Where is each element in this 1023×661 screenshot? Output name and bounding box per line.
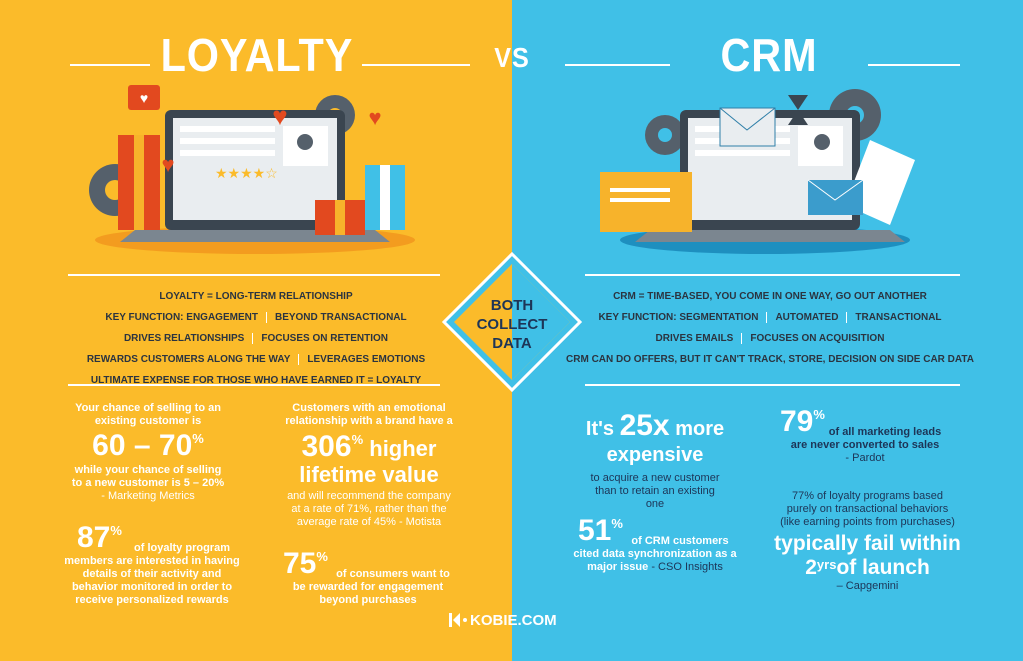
svg-text:♥: ♥ — [140, 90, 148, 106]
logo — [449, 613, 467, 627]
crm-features: CRM = TIME-BASED, YOU COME IN ONE WAY, G… — [550, 286, 990, 370]
feature-line: DRIVES RELATIONSHIPS FOCUSES ON RETENTION — [40, 328, 472, 349]
stat-headline: more expensive — [606, 418, 725, 466]
feature: FOCUSES ON RETENTION — [252, 333, 397, 344]
feature-line: CRM = TIME-BASED, YOU COME IN ONE WAY, G… — [550, 286, 990, 307]
center-line: BOTH — [490, 297, 534, 314]
feature-line: LOYALTY = LONG-TERM RELATIONSHIP — [40, 286, 472, 307]
feature: REWARDS CUSTOMERS ALONG THE WAY — [86, 354, 291, 365]
svg-text:♥: ♥ — [161, 152, 174, 177]
feature: DRIVES RELATIONSHIPS — [123, 333, 245, 344]
footer-site: KOBIE.COM — [470, 612, 557, 629]
stat-number: 60 – 70 — [92, 429, 193, 462]
feature: CRM = TIME-BASED, YOU COME IN ONE WAY, G… — [613, 291, 927, 302]
stat-lead: It's — [585, 418, 614, 440]
center-line: COLLECT — [476, 316, 548, 333]
stat-number: 25x — [619, 409, 670, 442]
stat-number: 79 — [780, 405, 814, 438]
stat-text: Customers with an emotional relationship… — [285, 402, 453, 427]
rule — [68, 384, 440, 386]
svg-text:★★★★☆: ★★★★☆ — [215, 165, 278, 181]
stat-number: 75 — [283, 547, 317, 580]
stat-text: Your chance of selling to an existing cu… — [75, 402, 221, 427]
feature: DRIVES EMAILS — [655, 333, 734, 344]
stat-text: 77% of loyalty programs based purely on … — [780, 490, 955, 528]
stat-unit: % — [351, 432, 364, 447]
stat: 79% of all marketing leads are never con… — [780, 406, 950, 465]
feature: LEVERAGES EMOTIONS — [298, 354, 434, 365]
stat-unit: % — [110, 523, 122, 538]
feature-line: REWARDS CUSTOMERS ALONG THE WAY LEVERAGES… — [40, 349, 472, 370]
svg-text:♥: ♥ — [272, 101, 287, 131]
stat-number: 306 — [301, 430, 352, 463]
stat-source: - Pardot — [845, 452, 885, 464]
feature-line: CRM CAN DO OFFERS, BUT IT CAN'T TRACK, S… — [550, 349, 990, 370]
feature: BEYOND TRANSACTIONAL — [265, 312, 415, 323]
feature-line: DRIVES EMAILS FOCUSES ON ACQUISITION — [550, 328, 990, 349]
stat-headline: typically fail within — [774, 532, 961, 555]
stat-source: - CSO Insights — [651, 561, 723, 573]
stat: 87% of loyalty program members are inter… — [62, 522, 242, 607]
stat: 77% of loyalty programs based purely on … — [765, 490, 970, 593]
center-label: BOTH COLLECT DATA — [462, 296, 562, 353]
stat-unit: % — [192, 431, 204, 446]
stat-number: 51 — [578, 514, 612, 547]
stat-text: while your chance of selling to a new cu… — [71, 464, 225, 489]
feature: KEY FUNCTION: ENGAGEMENT — [105, 312, 258, 323]
feature: CRM CAN DO OFFERS, BUT IT CAN'T TRACK, S… — [566, 354, 974, 365]
stat-text: and will recommend the company at a rate… — [287, 490, 451, 528]
stat-unit: % — [611, 516, 623, 531]
rule — [585, 384, 960, 386]
feature: ULTIMATE EXPENSE FOR THOSE WHO HAVE EARN… — [90, 375, 422, 386]
stat-text: of CRM customers cited data synchronizat… — [570, 535, 740, 574]
illustrations: ★★★★☆ ♥ ♥ ♥ ♥ — [89, 85, 915, 254]
vs: VS — [494, 42, 530, 73]
stat-source: - Marketing Metrics — [101, 490, 195, 502]
rule — [585, 274, 960, 276]
rule — [868, 64, 960, 66]
loyalty-features: LOYALTY = LONG-TERM RELATIONSHIP KEY FUNC… — [40, 286, 472, 391]
stat-number: 87 — [77, 521, 111, 554]
stat-unit: % — [813, 407, 825, 422]
rule — [565, 64, 670, 66]
feature: TRANSACTIONAL — [846, 312, 950, 323]
stat-number: 2 — [805, 556, 817, 579]
feature: FOCUSES ON ACQUISITION — [741, 333, 893, 344]
rule — [70, 64, 150, 66]
feature-line: ULTIMATE EXPENSE FOR THOSE WHO HAVE EARN… — [40, 370, 472, 391]
center-line: DATA — [492, 335, 532, 352]
feature: LOYALTY = LONG-TERM RELATIONSHIP — [159, 291, 353, 302]
stat: 51% of CRM customers cited data synchron… — [570, 515, 740, 574]
stat-text: of all marketing leads are never convert… — [790, 426, 942, 451]
right-title: CRM — [720, 29, 818, 81]
stat: Your chance of selling to an existing cu… — [68, 402, 228, 503]
stat: It's 25x more expensive to acquire a new… — [565, 410, 745, 511]
stat-text: of consumers want to be rewarded for eng… — [292, 568, 450, 606]
stat-text: of launch — [836, 556, 930, 579]
stat-text: of CRM customers cited data synchronizat… — [573, 535, 737, 573]
stat: Customers with an emotional relationship… — [285, 402, 453, 529]
stat-unit: yrs — [816, 557, 837, 572]
stat: 75% of consumers want to be rewarded for… — [283, 548, 453, 607]
svg-text:♥: ♥ — [368, 105, 381, 130]
left-title: LOYALTY — [160, 29, 354, 81]
feature-line: KEY FUNCTION: SEGMENTATION AUTOMATED TRANS… — [550, 307, 990, 328]
stat-text: of loyalty program members are intereste… — [64, 542, 240, 606]
stat-source: – Capgemini — [836, 580, 899, 592]
feature: KEY FUNCTION: SEGMENTATION — [598, 312, 759, 323]
stat-headline: higher lifetime value — [299, 436, 439, 487]
diamond — [441, 251, 583, 393]
rule — [362, 64, 470, 66]
stat-text: to acquire a new customer than to retain… — [590, 472, 720, 510]
feature: AUTOMATED — [766, 312, 847, 323]
rule — [68, 274, 440, 276]
stat-unit: % — [316, 549, 328, 564]
feature-line: KEY FUNCTION: ENGAGEMENT BEYOND TRANSACTI… — [40, 307, 472, 328]
